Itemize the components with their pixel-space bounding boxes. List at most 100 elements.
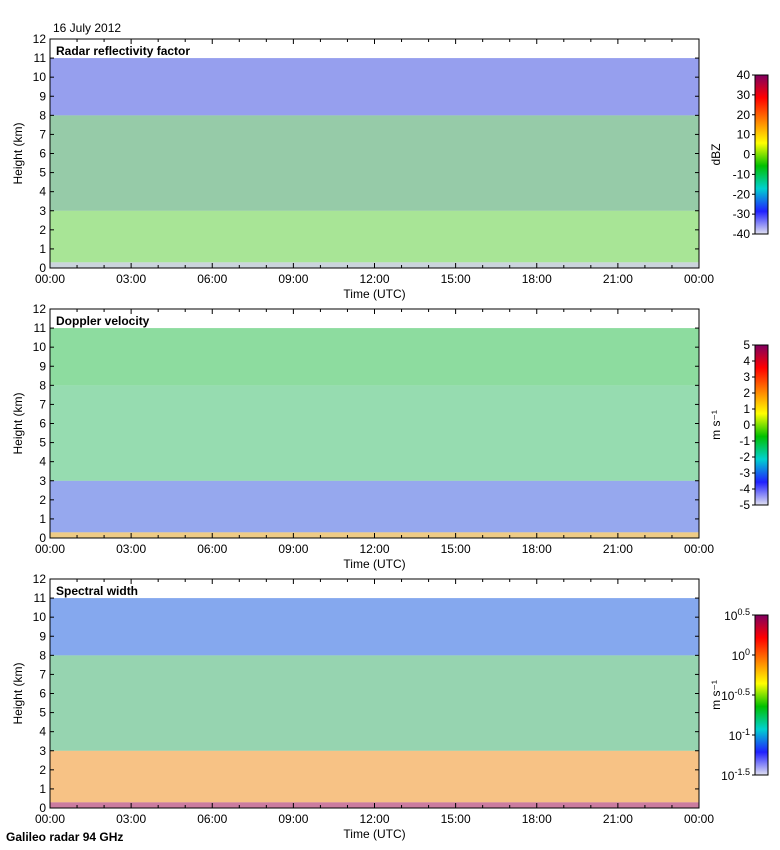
colorbar (755, 345, 768, 505)
colorbar-tick-label: 10-1 (729, 727, 750, 743)
y-tick-label: 0 (39, 801, 46, 815)
chart-title: Radar reflectivity factor (56, 44, 190, 58)
y-tick-label: 7 (39, 397, 46, 411)
x-tick-label: 15:00 (441, 272, 471, 286)
y-tick-label: 11 (34, 51, 47, 65)
colorbar-tick-base: 10 (729, 729, 743, 743)
y-tick-label: 5 (39, 706, 46, 720)
y-tick-label: 1 (39, 512, 46, 526)
y-tick-label: 11 (34, 591, 47, 605)
colorbar-tick-base: 10 (724, 609, 738, 623)
chart-title: Spectral width (56, 584, 138, 598)
x-tick-label: 03:00 (116, 812, 146, 826)
colorbar-tick-base: 10 (721, 689, 735, 703)
colorbar (755, 75, 768, 234)
colorbar-unit-label: m s⁻¹ (709, 680, 723, 710)
colorbar-unit-label: dBZ (709, 143, 723, 165)
colorbar-tick-label: -1 (739, 434, 750, 448)
chart-panel-1: Radar reflectivity factor012345678910111… (11, 32, 769, 301)
x-tick-label: 21:00 (603, 812, 633, 826)
x-tick-label: 12:00 (359, 812, 389, 826)
colorbar-unit-label: m s⁻¹ (709, 410, 723, 440)
x-tick-label: 12:00 (359, 542, 389, 556)
x-axis-label: Time (UTC) (343, 287, 405, 301)
y-tick-label: 8 (39, 378, 46, 392)
y-tick-label: 9 (39, 359, 46, 373)
chart-title: Doppler velocity (56, 314, 150, 328)
data-band (50, 598, 699, 656)
colorbar-tick-label: 40 (737, 68, 751, 82)
colorbar-tick-exponent: 0.5 (737, 607, 750, 617)
colorbar-tick-label: 10-0.5 (721, 687, 750, 703)
x-tick-label: 06:00 (197, 272, 227, 286)
y-tick-label: 4 (39, 725, 46, 739)
colorbar-tick-label: 30 (737, 88, 751, 102)
colorbar-tick-base: 10 (721, 769, 735, 783)
y-tick-label: 1 (39, 242, 46, 256)
y-tick-label: 1 (39, 782, 46, 796)
x-tick-label: 09:00 (278, 272, 308, 286)
y-tick-label: 5 (39, 166, 46, 180)
date-label: 16 July 2012 (53, 21, 122, 35)
x-tick-label: 00:00 (684, 542, 714, 556)
colorbar-tick-label: -5 (739, 498, 750, 512)
x-tick-label: 18:00 (522, 542, 552, 556)
x-axis-label: Time (UTC) (343, 557, 405, 571)
colorbar-tick-label: -30 (733, 207, 751, 221)
y-tick-label: 7 (39, 667, 46, 681)
data-band (50, 328, 699, 386)
footer-label: Galileo radar 94 GHz (6, 830, 124, 844)
y-tick-label: 3 (39, 744, 46, 758)
y-tick-label: 8 (39, 648, 46, 662)
colorbar-tick-base: 10 (732, 649, 746, 663)
colorbar-tick-label: -4 (739, 482, 750, 496)
colorbar (755, 615, 768, 775)
data-band (50, 750, 699, 803)
y-tick-label: 12 (33, 572, 47, 586)
colorbar-tick-label: -10 (733, 167, 751, 181)
colorbar-tick-label: 4 (743, 354, 750, 368)
x-tick-label: 09:00 (278, 812, 308, 826)
colorbar-tick-label: 3 (743, 370, 750, 384)
data-band (50, 58, 699, 116)
y-tick-label: 7 (39, 127, 46, 141)
y-tick-label: 12 (33, 32, 47, 46)
x-tick-label: 00:00 (684, 812, 714, 826)
data-band (50, 655, 699, 751)
y-tick-label: 10 (33, 340, 47, 354)
data-band (50, 385, 699, 481)
y-tick-label: 6 (39, 417, 46, 431)
colorbar-tick-label: 10-1.5 (721, 767, 750, 783)
colorbar-tick-exponent: -0.5 (734, 687, 750, 697)
colorbar-tick-label: 5 (743, 338, 750, 352)
x-tick-label: 00:00 (35, 542, 65, 556)
y-tick-label: 2 (39, 223, 46, 237)
x-tick-label: 15:00 (441, 542, 471, 556)
x-tick-label: 21:00 (603, 542, 633, 556)
x-tick-label: 12:00 (359, 272, 389, 286)
data-band (50, 115, 699, 211)
data-band (50, 480, 699, 533)
colorbar-tick-label: 1 (743, 402, 750, 416)
colorbar-tick-exponent: -1 (742, 727, 750, 737)
y-tick-label: 4 (39, 185, 46, 199)
y-tick-label: 2 (39, 763, 46, 777)
y-tick-label: 6 (39, 687, 46, 701)
x-tick-label: 18:00 (522, 812, 552, 826)
y-tick-label: 9 (39, 629, 46, 643)
x-tick-label: 06:00 (197, 812, 227, 826)
colorbar-tick-exponent: -1.5 (734, 767, 750, 777)
colorbar-tick-label: 2 (743, 386, 750, 400)
y-axis-label: Height (km) (11, 392, 25, 454)
colorbar-tick-label: -3 (739, 466, 750, 480)
x-tick-label: 15:00 (441, 812, 471, 826)
x-tick-label: 00:00 (35, 812, 65, 826)
y-tick-label: 0 (39, 531, 46, 545)
x-tick-label: 00:00 (684, 272, 714, 286)
y-tick-label: 12 (33, 302, 47, 316)
x-tick-label: 06:00 (197, 542, 227, 556)
y-tick-label: 2 (39, 493, 46, 507)
x-tick-label: 00:00 (35, 272, 65, 286)
